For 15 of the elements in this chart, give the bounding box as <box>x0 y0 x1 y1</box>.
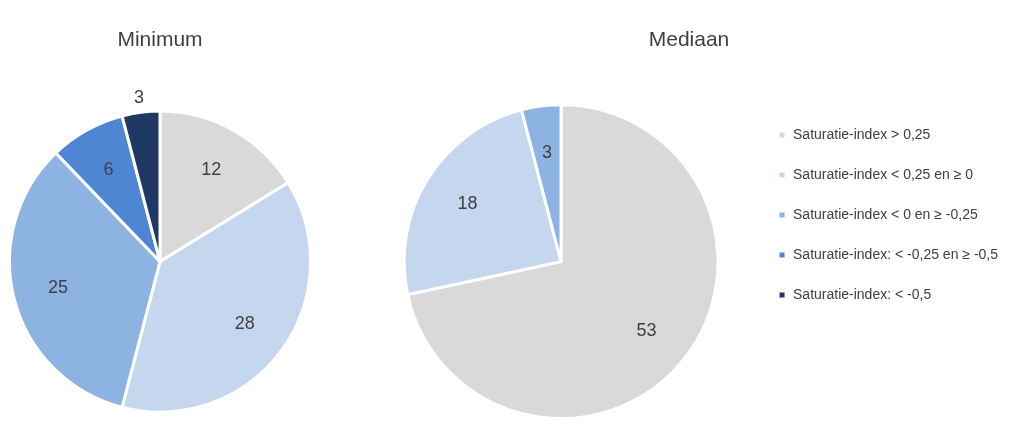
slice-label: Minimum <box>117 27 203 51</box>
legend-label: Saturatie-index > 0,25 <box>793 125 931 142</box>
data-label: 25 <box>48 277 69 298</box>
legend-label: Saturatie-index < 0,25 en ≥ 0 <box>793 165 974 182</box>
legend-label: Saturatie-index: < -0,25 en ≥ -0,5 <box>793 245 999 262</box>
data-label: 53 <box>636 319 657 340</box>
data-label: 12 <box>201 158 222 179</box>
slice-label: Mediaan <box>648 27 730 51</box>
data-label: 18 <box>457 192 478 213</box>
legend-label: Saturatie-index: < -0,5 <box>793 285 932 302</box>
legend-label: Saturatie-index < 0 en ≥ -0,25 <box>793 205 978 222</box>
data-label: 28 <box>234 313 255 334</box>
data-label: 6 <box>103 158 114 179</box>
data-label: 3 <box>542 141 553 162</box>
data-label: 3 <box>134 87 145 108</box>
